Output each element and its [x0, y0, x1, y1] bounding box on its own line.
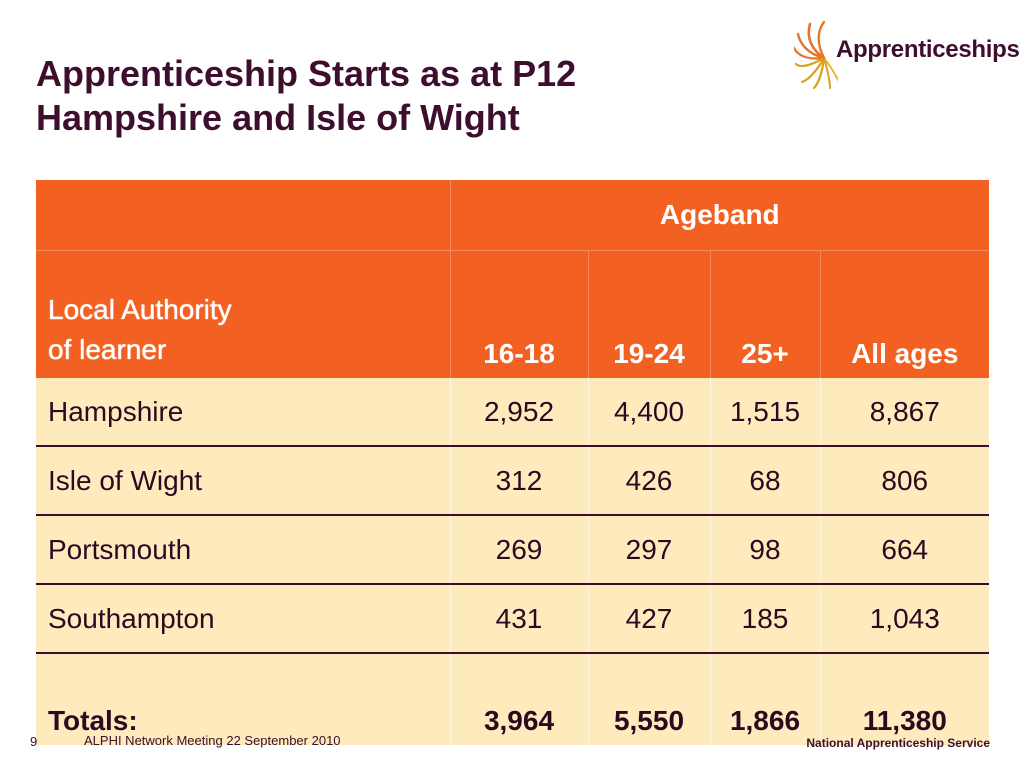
- cell-25-plus: 98: [709, 515, 820, 585]
- column-header-all-ages: All ages: [819, 250, 990, 378]
- local-authority-header-line-2: of learner: [48, 334, 167, 365]
- cell-25-plus: 1,515: [709, 378, 820, 447]
- table-row: Isle of Wight 312 426 68 806: [36, 446, 990, 516]
- table-column-header-row: Local Authority of learner 16-18 19-24 2…: [36, 250, 990, 378]
- cell-19-24: 426: [587, 446, 710, 516]
- table-header-blank: [36, 180, 450, 251]
- slide-title-line-1: Apprenticeship Starts as at P12: [36, 53, 577, 94]
- cell-all-ages: 1,043: [819, 584, 990, 654]
- totals-label: Totals:: [36, 653, 450, 745]
- total-all-ages: 11,380: [819, 653, 990, 745]
- row-label: Portsmouth: [36, 515, 450, 585]
- cell-19-24: 4,400: [587, 378, 710, 447]
- cell-25-plus: 68: [709, 446, 820, 516]
- footer-meeting-text: ALPHI Network Meeting 22 September 2010: [84, 733, 341, 748]
- apprenticeship-starts-table: Ageband Local Authority of learner 16-18…: [36, 180, 990, 745]
- cell-all-ages: 8,867: [819, 378, 990, 447]
- total-25-plus: 1,866: [709, 653, 820, 745]
- cell-16-18: 312: [449, 446, 588, 516]
- ageband-header: Ageband: [449, 180, 990, 251]
- table-row: Southampton 431 427 185 1,043: [36, 584, 990, 654]
- cell-all-ages: 806: [819, 446, 990, 516]
- cell-19-24: 297: [587, 515, 710, 585]
- totals-row: Totals: 3,964 5,550 1,866 11,380: [36, 653, 990, 745]
- page-number: 9: [30, 734, 38, 749]
- slide-title-line-2: Hampshire and Isle of Wight: [36, 97, 520, 138]
- cell-19-24: 427: [587, 584, 710, 654]
- row-label: Southampton: [36, 584, 450, 654]
- column-header-16-18: 16-18: [449, 250, 588, 378]
- cell-16-18: 431: [449, 584, 588, 654]
- sunburst-logo-icon: [794, 20, 838, 90]
- total-16-18: 3,964: [449, 653, 588, 745]
- column-header-25-plus: 25+: [709, 250, 820, 378]
- total-19-24: 5,550: [587, 653, 710, 745]
- table-row: Hampshire 2,952 4,400 1,515 8,867: [36, 378, 990, 447]
- local-authority-header: Local Authority of learner: [36, 250, 450, 378]
- logo-wordmark: Apprenticeships: [836, 36, 1020, 63]
- cell-16-18: 269: [449, 515, 588, 585]
- table-group-header-row: Ageband: [36, 180, 990, 251]
- row-label: Isle of Wight: [36, 446, 450, 516]
- cell-16-18: 2,952: [449, 378, 588, 447]
- slide-title: Apprenticeship Starts as at P12 Hampshir…: [36, 52, 576, 140]
- cell-25-plus: 185: [709, 584, 820, 654]
- row-label: Hampshire: [36, 378, 450, 447]
- table-row: Portsmouth 269 297 98 664: [36, 515, 990, 585]
- column-header-19-24: 19-24: [587, 250, 710, 378]
- local-authority-header-line-1: Local Authority: [48, 294, 232, 325]
- apprenticeships-logo: Apprenticeships: [794, 20, 1020, 90]
- footer-organisation: National Apprenticeship Service: [806, 736, 990, 750]
- cell-all-ages: 664: [819, 515, 990, 585]
